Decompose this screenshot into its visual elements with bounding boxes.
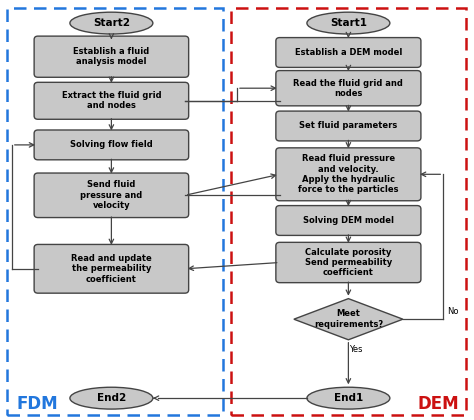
FancyBboxPatch shape (34, 173, 189, 218)
Text: Calculate porosity
Send permeability
coefficient: Calculate porosity Send permeability coe… (305, 248, 392, 277)
FancyBboxPatch shape (276, 111, 421, 141)
FancyBboxPatch shape (34, 82, 189, 119)
Ellipse shape (307, 12, 390, 34)
FancyBboxPatch shape (34, 130, 189, 160)
FancyBboxPatch shape (276, 37, 421, 67)
Text: Extract the fluid grid
and nodes: Extract the fluid grid and nodes (62, 91, 161, 110)
Text: Read fluid pressure
and velocity.
Apply the hydraulic
force to the particles: Read fluid pressure and velocity. Apply … (298, 154, 399, 194)
Text: Meet
requirements?: Meet requirements? (314, 310, 383, 329)
FancyBboxPatch shape (276, 242, 421, 283)
Text: Send fluid
pressure and
velocity: Send fluid pressure and velocity (80, 181, 143, 210)
FancyBboxPatch shape (276, 71, 421, 106)
FancyBboxPatch shape (276, 148, 421, 201)
Text: Read the fluid grid and
nodes: Read the fluid grid and nodes (293, 79, 403, 98)
Text: Read and update
the permeability
coefficient: Read and update the permeability coeffic… (71, 254, 152, 284)
Text: FDM: FDM (17, 395, 58, 413)
Text: Start1: Start1 (330, 18, 367, 28)
Ellipse shape (70, 387, 153, 409)
Text: Solving DEM model: Solving DEM model (303, 216, 394, 225)
FancyBboxPatch shape (34, 244, 189, 293)
Text: End1: End1 (334, 393, 363, 403)
Ellipse shape (307, 387, 390, 409)
Text: No: No (447, 307, 458, 316)
Text: DEM: DEM (417, 395, 459, 413)
Ellipse shape (70, 12, 153, 34)
FancyBboxPatch shape (276, 206, 421, 235)
Text: End2: End2 (97, 393, 126, 403)
Text: Establish a DEM model: Establish a DEM model (295, 48, 402, 57)
Polygon shape (294, 299, 403, 340)
FancyBboxPatch shape (34, 36, 189, 77)
Text: Start2: Start2 (93, 18, 130, 28)
Text: Establish a fluid
analysis model: Establish a fluid analysis model (73, 47, 149, 66)
Text: Yes: Yes (349, 345, 362, 354)
Text: Solving flow field: Solving flow field (70, 140, 153, 150)
Text: Set fluid parameters: Set fluid parameters (299, 121, 398, 131)
